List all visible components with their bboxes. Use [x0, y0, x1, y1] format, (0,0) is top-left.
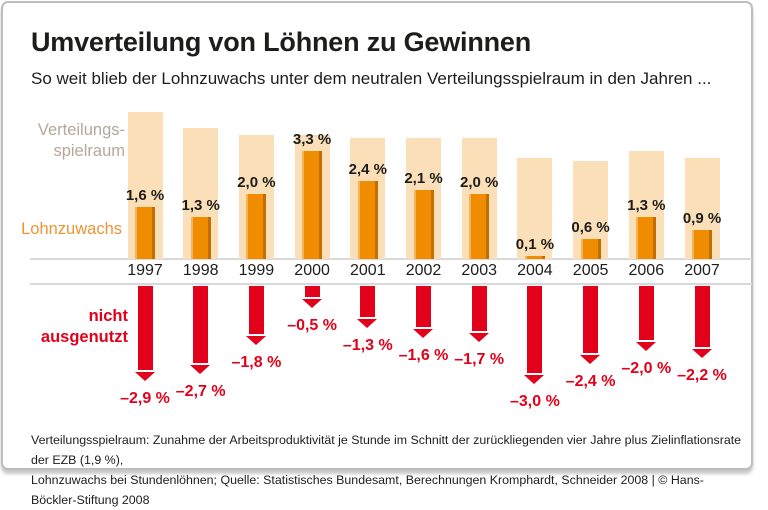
nicht-ausgenutzt-value-label: –2,0 % — [621, 360, 672, 378]
nicht-ausgenutzt-value-label: –2,2 % — [677, 366, 727, 384]
arrow-tip-icon — [413, 329, 433, 339]
lohnzuwachs-bar — [357, 180, 378, 259]
baseline-axis — [30, 258, 752, 260]
legend-nicht-line2: ausgenutzt — [40, 328, 128, 347]
nicht-ausgenutzt-value-label: –1,7 % — [454, 350, 505, 368]
lohnzuwachs-bar — [135, 206, 155, 259]
nicht-ausgenutzt-arrow — [638, 286, 654, 341]
nicht-ausgenutzt-value-label: –1,6 % — [398, 347, 449, 365]
arrow-tip-icon — [635, 342, 656, 352]
lohnzuwachs-value-label: 2,0 % — [237, 173, 276, 191]
nicht-ausgenutzt-arrow — [360, 286, 376, 318]
year-label: 1997 — [127, 262, 163, 279]
year-label: 1999 — [238, 262, 275, 279]
nicht-ausgenutzt-arrow — [471, 286, 487, 331]
nicht-ausgenutzt-arrow — [416, 286, 431, 328]
year-label: 2007 — [684, 262, 720, 279]
arrow-tip-icon — [524, 375, 545, 384]
nicht-ausgenutzt-arrow — [193, 286, 209, 364]
lohnzuwachs-bar — [302, 151, 323, 259]
lohnzuwachs-value-label: 1,6 % — [125, 186, 165, 204]
arrow-tip-icon — [357, 319, 378, 329]
lower-axis-line — [30, 283, 752, 285]
lohnzuwachs-bar — [636, 216, 657, 259]
year-label: 2006 — [628, 262, 665, 279]
nicht-ausgenutzt-arrow — [304, 286, 320, 297]
lohnzuwachs-bar — [692, 229, 712, 259]
arrow-tip-icon — [301, 299, 322, 308]
nicht-ausgenutzt-arrow — [694, 286, 710, 347]
year-label: 2003 — [461, 262, 497, 279]
lohnzuwachs-value-label: 2,1 % — [404, 170, 443, 188]
nicht-ausgenutzt-value-label: –1,3 % — [342, 337, 393, 355]
lohnzuwachs-value-label: 0,6 % — [571, 219, 610, 237]
nicht-ausgenutzt-value-label: –2,4 % — [565, 373, 616, 391]
nicht-ausgenutzt-value-label: –0,5 % — [287, 317, 337, 334]
year-label: 2005 — [572, 262, 609, 279]
verteilungsspielraum-bar — [517, 157, 553, 259]
year-label: 2000 — [294, 262, 330, 279]
lohnzuwachs-value-label: 2,4 % — [348, 160, 387, 178]
legend-lohnzuwachs: Lohnzuwachs — [21, 220, 122, 238]
chart-subtitle: So weit blieb der Lohnzuwachs unter dem … — [31, 69, 712, 88]
legend-nicht-ausgenutzt: nicht ausgenutzt — [3, 306, 128, 349]
nicht-ausgenutzt-arrow — [527, 286, 543, 373]
footnote-line2: Lohnzuwachs bei Stundenlöhnen; Quelle: S… — [31, 472, 704, 507]
source-footnote: Verteilungsspielraum: Zunahme der Arbeit… — [31, 431, 743, 510]
arrow-tip-icon — [691, 348, 712, 358]
nicht-ausgenutzt-value-label: –2,7 % — [175, 383, 226, 401]
nicht-ausgenutzt-value-label: –3,0 % — [509, 393, 560, 410]
legend-verteilungsspielraum: Verteilungs- spielraum — [3, 120, 125, 163]
bar-chart: Verteilungs- spielraum Lohnzuwachs nicht… — [3, 3, 755, 472]
infographic-card: Umverteilung von Löhnen zu Gewinnen So w… — [1, 1, 755, 507]
lohnzuwachs-bar — [413, 190, 434, 259]
lohnzuwachs-value-label: 0,1 % — [515, 235, 555, 253]
nicht-ausgenutzt-arrow — [248, 286, 264, 334]
arrow-tip-icon — [190, 365, 211, 375]
legend-nicht-line1: nicht — [88, 307, 128, 325]
lohnzuwachs-bar — [524, 255, 545, 259]
year-label: 2002 — [405, 262, 442, 279]
arrow-tip-icon — [580, 355, 601, 365]
lohnzuwachs-value-label: 0,9 % — [682, 209, 722, 227]
lohnzuwachs-bar — [580, 239, 601, 259]
lohnzuwachs-bar — [469, 193, 490, 259]
lohnzuwachs-value-label: 2,0 % — [460, 173, 499, 191]
lohnzuwachs-value-label: 1,3 % — [627, 196, 666, 214]
year-label: 2001 — [350, 262, 386, 279]
nicht-ausgenutzt-arrow — [583, 286, 599, 354]
legend-verteilungsspielraum-line2: spielraum — [53, 142, 125, 161]
legend-verteilungsspielraum-line1: Verteilungs- — [37, 121, 125, 139]
lohnzuwachs-bar — [246, 193, 267, 259]
footnote-line1: Verteilungsspielraum: Zunahme der Arbeit… — [31, 433, 742, 467]
page-title: Umverteilung von Löhnen zu Gewinnen — [31, 27, 532, 57]
lohnzuwachs-value-label: 1,3 % — [181, 196, 220, 214]
year-label: 1998 — [182, 262, 219, 279]
nicht-ausgenutzt-arrow — [137, 286, 153, 370]
lohnzuwachs-value-label: 3,3 % — [292, 131, 332, 149]
nicht-ausgenutzt-value-label: –2,9 % — [120, 389, 170, 407]
lohnzuwachs-bar — [190, 216, 211, 259]
arrow-tip-icon — [468, 332, 489, 342]
year-label: 2004 — [517, 262, 553, 279]
arrow-tip-icon — [134, 371, 155, 381]
arrow-tip-icon — [245, 335, 266, 345]
nicht-ausgenutzt-value-label: –1,8 % — [231, 353, 282, 371]
